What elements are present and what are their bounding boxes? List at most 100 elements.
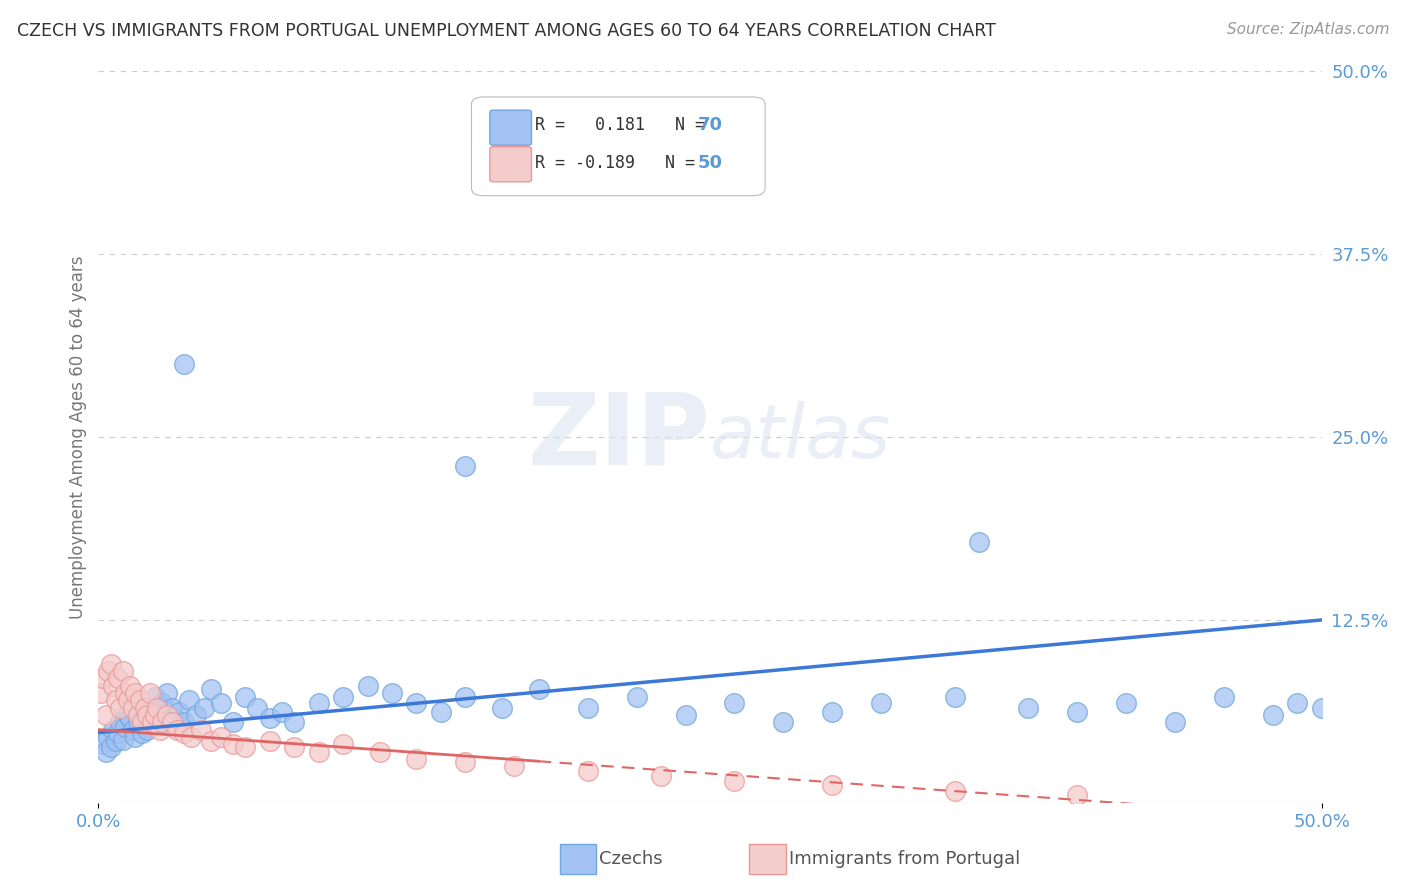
Point (356, 679, 378, 693)
Point (139, 704, 162, 718)
Text: CZECH VS IMMIGRANTS FROM PORTUGAL UNEMPLOYMENT AMONG AGES 60 TO 64 YEARS CORRELA: CZECH VS IMMIGRANTS FROM PORTUGAL UNEMPL… (17, 22, 995, 40)
Point (131, 715, 153, 730)
Point (149, 715, 172, 730)
Point (1310, 700, 1333, 714)
Text: R =   0.181   N =: R = 0.181 N = (536, 116, 716, 134)
Point (111, 732, 134, 747)
Point (1261, 708, 1284, 723)
Point (454, 755, 477, 769)
Point (332, 737, 354, 751)
Point (104, 693, 127, 707)
Point (107, 725, 129, 739)
Point (1164, 715, 1187, 730)
Point (308, 745, 330, 759)
Point (772, 715, 794, 730)
Point (405, 696, 427, 710)
Point (186, 708, 208, 723)
Point (650, 769, 672, 783)
Y-axis label: Unemployment Among Ages 60 to 64 years: Unemployment Among Ages 60 to 64 years (69, 255, 87, 619)
Point (100, 740, 122, 755)
Point (107, 672, 129, 686)
Text: ZIP: ZIP (527, 389, 710, 485)
Point (91, 737, 114, 751)
Point (177, 693, 200, 707)
Point (100, 657, 122, 671)
Point (173, 725, 195, 739)
Point (1017, 700, 1039, 714)
Point (1212, 690, 1234, 705)
Point (124, 686, 146, 700)
Point (131, 725, 153, 739)
Point (222, 737, 245, 751)
Point (180, 730, 202, 744)
Point (166, 723, 188, 737)
Point (576, 764, 599, 778)
Text: 50: 50 (697, 153, 723, 172)
Point (200, 681, 222, 696)
Point (1066, 705, 1088, 719)
Point (576, 700, 599, 714)
Point (167, 705, 190, 719)
Point (149, 723, 172, 737)
Point (308, 696, 330, 710)
Point (117, 708, 139, 723)
Point (117, 693, 139, 707)
Point (141, 711, 163, 725)
Point (368, 745, 391, 759)
Point (129, 693, 152, 707)
Point (503, 759, 526, 773)
Point (454, 690, 477, 705)
Point (120, 679, 142, 693)
Point (233, 690, 256, 705)
Point (163, 711, 186, 725)
Text: Immigrants from Portugal: Immigrants from Portugal (789, 850, 1019, 868)
FancyBboxPatch shape (489, 146, 531, 182)
Point (150, 696, 173, 710)
Point (723, 696, 745, 710)
Point (150, 715, 173, 730)
Point (110, 715, 132, 730)
Point (146, 700, 169, 714)
Point (121, 700, 143, 714)
Point (156, 708, 179, 723)
Point (143, 708, 166, 723)
Point (136, 708, 159, 723)
Text: 70: 70 (697, 116, 723, 134)
Point (139, 686, 162, 700)
Point (259, 734, 281, 748)
Point (270, 705, 294, 719)
Point (94, 708, 117, 723)
Point (101, 679, 124, 693)
Point (134, 700, 156, 714)
Point (1066, 789, 1088, 803)
Point (259, 711, 281, 725)
Point (527, 681, 550, 696)
Point (90, 686, 112, 700)
Text: atlas: atlas (710, 401, 891, 473)
Point (173, 357, 195, 371)
FancyBboxPatch shape (471, 97, 765, 195)
Point (967, 535, 990, 549)
Point (173, 715, 195, 730)
Text: Source: ZipAtlas.com: Source: ZipAtlas.com (1226, 22, 1389, 37)
Point (821, 778, 844, 792)
Point (91, 672, 114, 686)
Point (626, 690, 648, 705)
Point (209, 696, 232, 710)
Point (114, 720, 136, 734)
Point (675, 708, 697, 723)
Point (104, 734, 127, 748)
Point (97, 664, 120, 678)
Point (454, 459, 477, 474)
Point (190, 723, 212, 737)
Point (134, 715, 156, 730)
Point (121, 723, 143, 737)
Point (111, 664, 134, 678)
Point (246, 700, 269, 714)
Point (114, 686, 136, 700)
Point (430, 705, 453, 719)
Point (283, 715, 305, 730)
Point (141, 715, 163, 730)
Point (101, 723, 124, 737)
Point (129, 705, 152, 719)
